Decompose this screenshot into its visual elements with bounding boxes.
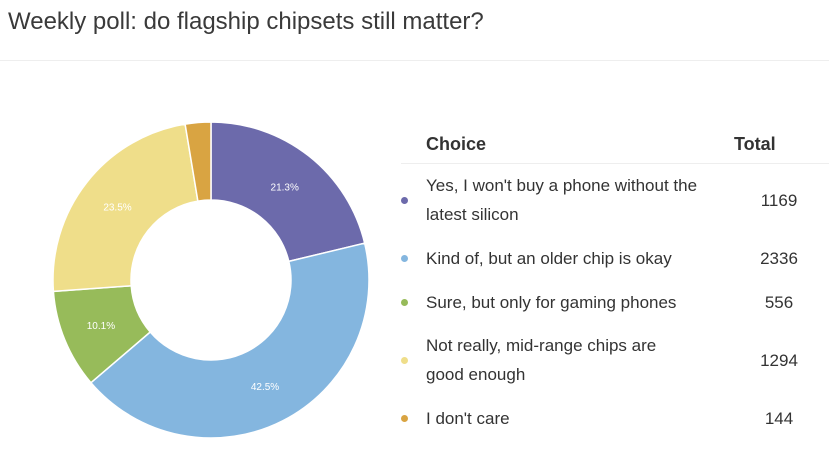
legend-dot	[401, 254, 408, 262]
header-choice: Choice	[426, 133, 487, 154]
slice-label: 10.1%	[87, 321, 115, 332]
choice-total: 1294	[760, 350, 798, 370]
donut-slice	[210, 121, 366, 263]
donut-chart: 21.3% 42.5% 10.1% 23.5%	[52, 121, 370, 439]
table-row: Kind of, but an older chip is okay 2336	[401, 236, 829, 280]
legend-dot	[401, 356, 408, 364]
table-row: I don't care 144	[401, 396, 829, 440]
choice-total: 556	[764, 292, 794, 312]
divider	[0, 60, 829, 61]
legend-dot	[401, 196, 408, 204]
choice-total: 2336	[760, 248, 798, 268]
choice-label: Sure, but only for gaming phones	[426, 292, 677, 312]
slice-label: 23.5%	[103, 202, 131, 213]
donut-slice	[89, 242, 370, 439]
table-row: Sure, but only for gaming phones 556	[401, 280, 829, 324]
header-total: Total	[734, 133, 776, 154]
choice-label: I don't care	[426, 408, 510, 428]
table-header: Choice Total	[401, 125, 829, 164]
donut-slice	[184, 121, 212, 202]
slice-label: 21.3%	[271, 183, 299, 194]
choice-label: Not really, mid-range chips are good eno…	[426, 336, 657, 384]
choice-label: Yes, I won't buy a phone without the lat…	[426, 176, 698, 224]
slice-label: 42.5%	[251, 382, 279, 393]
choice-total: 144	[764, 408, 794, 428]
legend-dot	[401, 414, 408, 422]
results-table: Choice Total Yes, I won't buy a phone wi…	[401, 125, 829, 440]
choice-label: Kind of, but an older chip is okay	[426, 248, 672, 268]
table-row: Yes, I won't buy a phone without the lat…	[401, 164, 829, 236]
legend-dot	[401, 298, 408, 306]
page-title: Weekly poll: do flagship chipsets still …	[8, 8, 484, 35]
donut-slice	[52, 123, 199, 293]
table-row: Not really, mid-range chips are good eno…	[401, 324, 829, 396]
choice-total: 1169	[760, 190, 798, 210]
